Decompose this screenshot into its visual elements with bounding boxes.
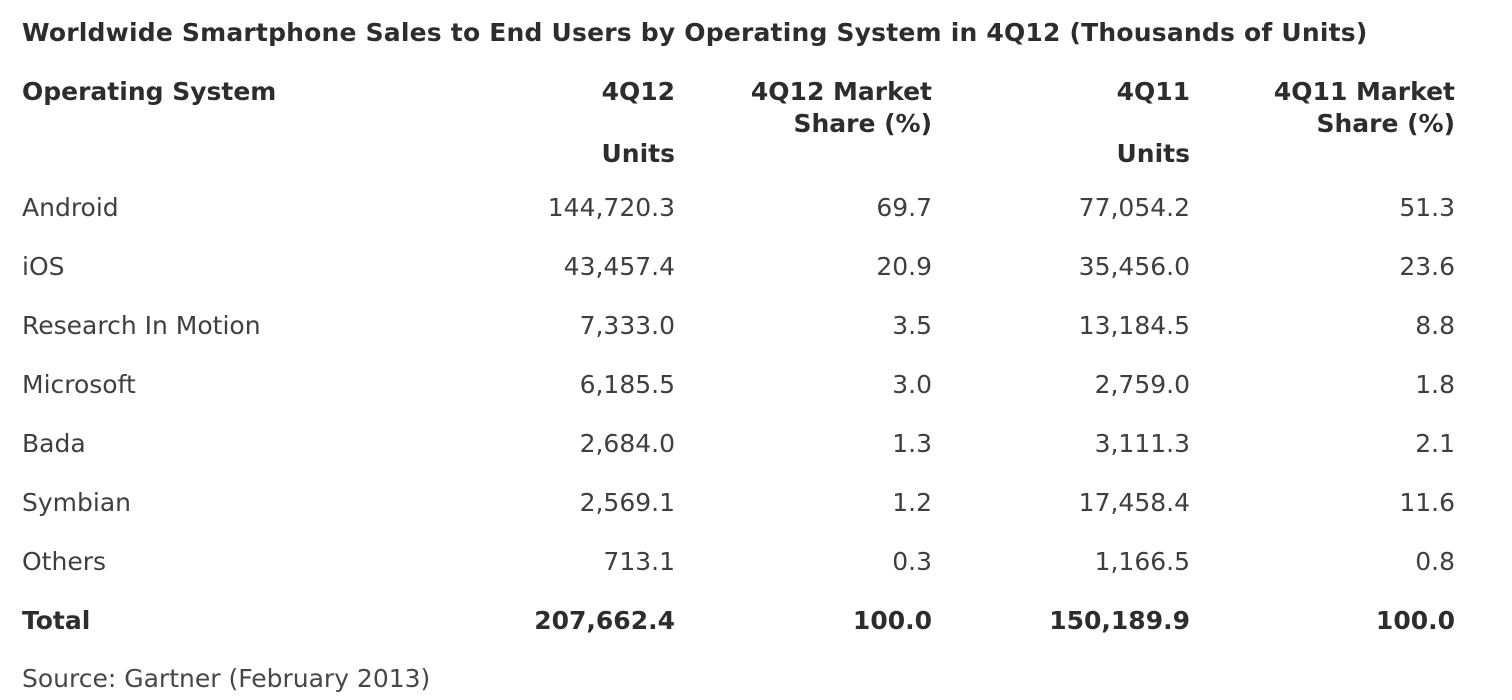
header-4q12-market-share: 4Q12 Market Share (%) xyxy=(675,76,932,170)
header-4q12-units: 4Q12 Units xyxy=(442,76,676,170)
table-row-research-in-motion: Research In Motion 7,333.0 3.5 13,184.5 … xyxy=(22,296,1512,355)
cell-4q12-units: 6,185.5 xyxy=(579,369,675,399)
cell-4q12-share: 69.7 xyxy=(876,192,932,222)
cell-4q11-units: 77,054.2 xyxy=(1078,192,1190,222)
cell-4q12-share: 20.9 xyxy=(876,251,932,281)
cell-os: iOS xyxy=(22,251,65,281)
table-row-bada: Bada 2,684.0 1.3 3,111.3 2.1 xyxy=(22,414,1512,473)
cell-4q12-share: 0.3 xyxy=(892,546,932,576)
cell-4q11-share: 100.0 xyxy=(1375,605,1455,635)
cell-os: Research In Motion xyxy=(22,310,261,340)
cell-4q12-units: 7,333.0 xyxy=(579,310,675,340)
table-row-android: Android 144,720.3 69.7 77,054.2 51.3 xyxy=(22,178,1512,237)
table-body: Android 144,720.3 69.7 77,054.2 51.3 iOS… xyxy=(22,178,1512,650)
cell-4q12-units: 43,457.4 xyxy=(563,251,675,281)
table-row-others: Others 713.1 0.3 1,166.5 0.8 xyxy=(22,532,1512,591)
cell-4q11-share: 51.3 xyxy=(1399,192,1455,222)
header-4q12-share-line1: 4Q12 Market xyxy=(750,77,932,106)
cell-4q12-units: 144,720.3 xyxy=(547,192,675,222)
cell-4q12-share: 3.5 xyxy=(892,310,932,340)
cell-4q11-share: 0.8 xyxy=(1415,546,1455,576)
cell-4q12-share: 100.0 xyxy=(852,605,932,635)
page-title: Worldwide Smartphone Sales to End Users … xyxy=(22,18,1368,47)
cell-4q11-share: 11.6 xyxy=(1399,487,1455,517)
cell-4q12-units: 207,662.4 xyxy=(534,605,675,635)
cell-4q12-share: 1.2 xyxy=(892,487,932,517)
cell-os: Bada xyxy=(22,428,86,458)
cell-4q11-units: 1,166.5 xyxy=(1094,546,1190,576)
table-row-symbian: Symbian 2,569.1 1.2 17,458.4 11.6 xyxy=(22,473,1512,532)
cell-4q11-share: 1.8 xyxy=(1415,369,1455,399)
cell-os: Total xyxy=(22,605,91,635)
table-row-total: Total 207,662.4 100.0 150,189.9 100.0 xyxy=(22,591,1512,650)
source-note: Source: Gartner (February 2013) xyxy=(22,664,431,693)
cell-4q11-units: 13,184.5 xyxy=(1078,310,1190,340)
header-4q11-market-share: 4Q11 Market Share (%) xyxy=(1190,76,1455,170)
cell-4q12-units: 2,569.1 xyxy=(579,487,675,517)
cell-4q11-units: 150,189.9 xyxy=(1049,605,1190,635)
table-header: Operating System 4Q12 Units 4Q12 Market … xyxy=(22,76,1512,170)
cell-4q12-share: 1.3 xyxy=(892,428,932,458)
cell-4q11-units: 35,456.0 xyxy=(1078,251,1190,281)
data-table: Operating System 4Q12 Units 4Q12 Market … xyxy=(22,76,1512,650)
header-4q12-units-label: Units xyxy=(601,139,676,168)
cell-os: Microsoft xyxy=(22,369,136,399)
header-4q11-share-line2: Share (%) xyxy=(1316,109,1455,138)
cell-4q11-share: 23.6 xyxy=(1399,251,1455,281)
cell-4q12-units: 2,684.0 xyxy=(579,428,675,458)
header-4q11-units: 4Q11 Units xyxy=(932,76,1191,170)
header-4q11-units-quarter: 4Q11 xyxy=(1116,77,1190,106)
table-row-microsoft: Microsoft 6,185.5 3.0 2,759.0 1.8 xyxy=(22,355,1512,414)
cell-os: Android xyxy=(22,192,119,222)
cell-4q12-units: 713.1 xyxy=(603,546,675,576)
cell-4q11-share: 8.8 xyxy=(1415,310,1455,340)
cell-os: Others xyxy=(22,546,107,576)
cell-4q11-units: 2,759.0 xyxy=(1094,369,1190,399)
header-operating-system: Operating System xyxy=(22,77,277,106)
header-4q12-share-line2: Share (%) xyxy=(793,109,932,138)
header-4q11-share-line1: 4Q11 Market xyxy=(1273,77,1455,106)
cell-4q11-units: 3,111.3 xyxy=(1094,428,1190,458)
cell-4q11-units: 17,458.4 xyxy=(1078,487,1190,517)
header-4q11-units-label: Units xyxy=(1116,139,1191,168)
cell-os: Symbian xyxy=(22,487,131,517)
table-row-ios: iOS 43,457.4 20.9 35,456.0 23.6 xyxy=(22,237,1512,296)
cell-4q12-share: 3.0 xyxy=(892,369,932,399)
header-4q12-units-quarter: 4Q12 xyxy=(601,77,675,106)
cell-4q11-share: 2.1 xyxy=(1415,428,1455,458)
